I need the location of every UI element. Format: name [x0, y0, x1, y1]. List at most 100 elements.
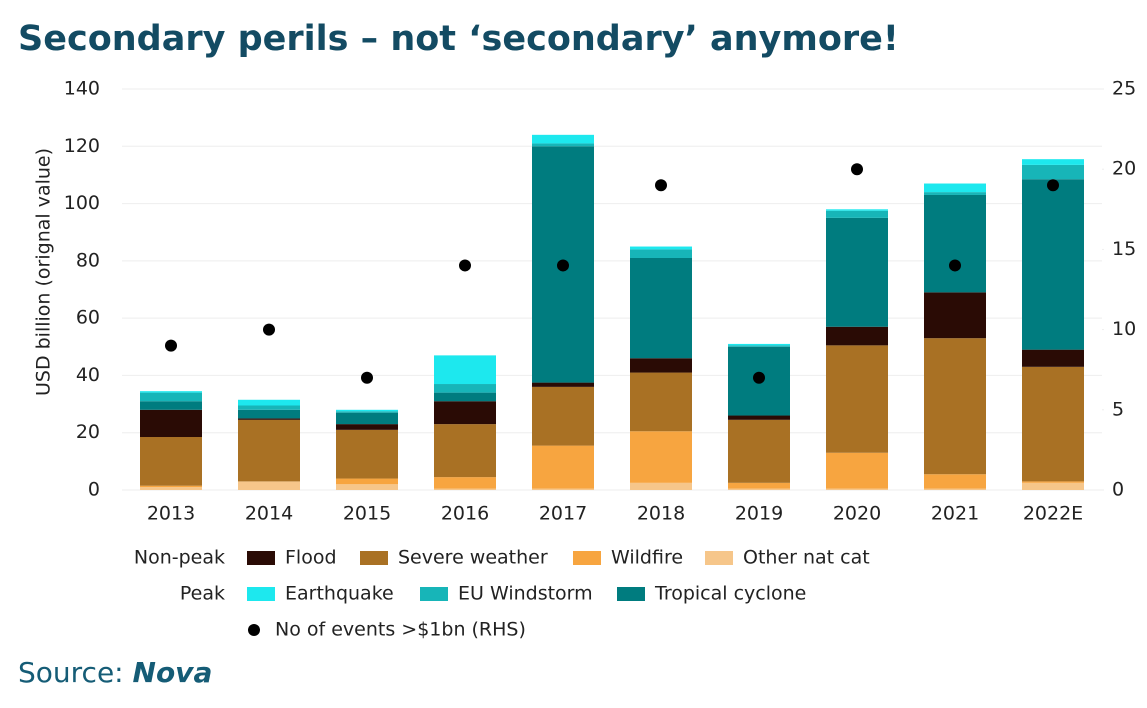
bar-segment	[728, 488, 790, 490]
bar-segment	[434, 355, 496, 385]
bar-segment	[826, 452, 888, 489]
y2-tick-label: 15	[1112, 238, 1136, 260]
legend-swatch	[420, 587, 448, 601]
bar-segment	[336, 409, 398, 412]
bar-segment	[728, 419, 790, 483]
x-tick-label: 2017	[539, 503, 587, 525]
legend-swatch	[573, 551, 601, 565]
bar-segment	[826, 345, 888, 453]
bar-segment	[532, 445, 594, 489]
bar-segment	[728, 415, 790, 420]
y-tick-label: 140	[64, 78, 100, 100]
legend-label: Earthquake	[285, 583, 394, 605]
bar-segment	[924, 292, 986, 339]
event-dot	[165, 339, 177, 352]
bar-segment	[336, 429, 398, 479]
bar-segment	[826, 217, 888, 327]
bar-segment	[238, 418, 300, 420]
bar-segment	[1022, 164, 1084, 180]
x-tick-label: 2020	[833, 503, 881, 525]
legend-label: Severe weather	[398, 547, 548, 569]
bar-segment	[630, 482, 692, 490]
bar-segment	[238, 405, 300, 410]
bar-segment	[434, 424, 496, 478]
y2-tick-label: 25	[1112, 78, 1136, 100]
y2-tick-label: 0	[1112, 479, 1124, 501]
bar-segment	[238, 419, 300, 482]
y2-tick-label: 10	[1112, 318, 1136, 340]
bar-segment	[1022, 349, 1084, 367]
bar-segment	[728, 345, 790, 347]
source-name: Nova	[133, 656, 213, 689]
x-tick-label: 2013	[147, 503, 195, 525]
bar-segment	[924, 474, 986, 489]
event-dot	[753, 371, 765, 384]
y-tick-label: 120	[64, 135, 100, 157]
bar-segment	[1022, 482, 1084, 490]
event-dot	[949, 259, 961, 272]
bar-segment	[140, 487, 202, 490]
legend-swatch	[360, 551, 388, 565]
event-dot	[263, 323, 275, 336]
bar-segment	[1022, 366, 1084, 482]
y-tick-label: 80	[76, 249, 100, 271]
bar-segment	[336, 484, 398, 490]
bar-segment	[1022, 481, 1084, 483]
legend-label: Wildfire	[611, 547, 683, 569]
event-dot	[557, 259, 569, 272]
bar-segment	[826, 209, 888, 211]
legend-group: Peak	[180, 583, 225, 605]
bar-segment	[924, 183, 986, 193]
legend-label: Other nat cat	[743, 547, 870, 569]
bar-segment	[532, 382, 594, 387]
bar-segment	[924, 338, 986, 475]
bar-segment	[336, 411, 398, 413]
event-dot	[851, 163, 863, 176]
bar-segment	[728, 343, 790, 346]
bar-segment	[532, 143, 594, 147]
x-tick-label: 2018	[637, 503, 685, 525]
y-tick-label: 40	[76, 364, 100, 386]
bar-segment	[140, 409, 202, 438]
y-tick-label: 20	[76, 421, 100, 443]
bar-segment	[630, 257, 692, 359]
bar-segment	[238, 399, 300, 406]
event-dot	[655, 179, 667, 192]
chart-title: Secondary perils – not ‘secondary’ anymo…	[18, 19, 899, 59]
y-axis-label: USD billion (orignal value)	[33, 148, 55, 396]
bar-segment	[532, 488, 594, 490]
y2-tick-label: 5	[1112, 398, 1124, 420]
bar-segment	[140, 485, 202, 488]
event-dot	[1047, 179, 1059, 192]
bar-segment	[826, 488, 888, 490]
bar-segment	[336, 424, 398, 430]
bar-segment	[728, 482, 790, 489]
bar-segment	[434, 477, 496, 489]
y-tick-label: 60	[76, 307, 100, 329]
bar-segment	[434, 392, 496, 402]
event-dot	[361, 371, 373, 384]
bar-segment	[140, 437, 202, 486]
source-label: Source:	[18, 656, 124, 689]
x-tick-label: 2022E	[1023, 503, 1083, 525]
bar-segment	[532, 134, 594, 144]
y2-tick-label: 20	[1112, 158, 1136, 180]
bar-segment	[630, 249, 692, 258]
bar-segment	[434, 401, 496, 425]
source: Source: Nova	[18, 656, 212, 689]
legend-swatch	[617, 587, 645, 601]
bar-segment	[532, 386, 594, 446]
bar-segment	[238, 481, 300, 490]
bar-segment	[826, 326, 888, 346]
bar-segment	[434, 384, 496, 393]
bar-segment	[140, 401, 202, 410]
legend-swatch	[247, 551, 275, 565]
x-tick-label: 2015	[343, 503, 391, 525]
bar-segment	[630, 358, 692, 373]
bar-segment	[924, 194, 986, 293]
bar-segment	[630, 431, 692, 483]
legend-swatch	[705, 551, 733, 565]
bar-segment	[1022, 159, 1084, 165]
y-tick-label: 0	[88, 479, 100, 501]
